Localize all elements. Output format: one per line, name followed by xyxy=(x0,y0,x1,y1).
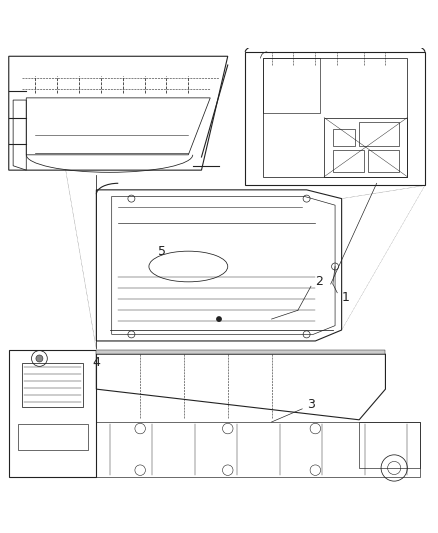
Circle shape xyxy=(36,355,43,362)
Polygon shape xyxy=(96,350,385,354)
Circle shape xyxy=(217,317,221,321)
Text: 5: 5 xyxy=(158,245,166,257)
Text: 1: 1 xyxy=(342,290,350,304)
Text: 2: 2 xyxy=(315,276,323,288)
Text: 4: 4 xyxy=(92,356,100,369)
Text: 3: 3 xyxy=(307,398,314,411)
